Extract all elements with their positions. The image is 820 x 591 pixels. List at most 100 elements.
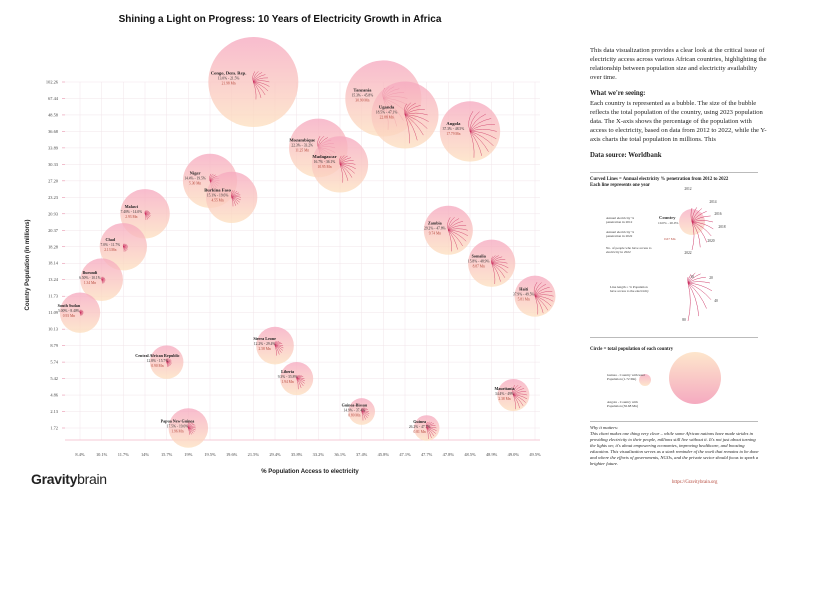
country-people: 2.13 Mn bbox=[104, 248, 116, 252]
year-line bbox=[253, 80, 270, 83]
year-line bbox=[231, 197, 236, 206]
year-line bbox=[513, 394, 526, 403]
legend-note-2012: Annual electricity % penetration in 2012 bbox=[606, 216, 635, 225]
year-line bbox=[339, 155, 348, 165]
y-tick-label: 23.23 bbox=[48, 195, 59, 200]
year-line bbox=[491, 261, 508, 264]
year-line bbox=[404, 112, 428, 116]
y-tick-label: 5.42 bbox=[50, 376, 58, 381]
legend-length-line bbox=[687, 282, 712, 300]
year-line bbox=[469, 111, 480, 132]
x-tick-label: 47.1% bbox=[399, 452, 411, 457]
legend-length-tick: 80 bbox=[682, 318, 686, 322]
year-line bbox=[339, 164, 349, 181]
axes: 8.4% 10.1% 11.7% 14% 15.7% 19% 19.5% 19.6% 21.5%… bbox=[46, 80, 541, 458]
x-tick-label: 35.8% bbox=[291, 452, 303, 457]
y-tick-label: 2.13 bbox=[50, 409, 58, 414]
legend-length-line bbox=[687, 282, 713, 291]
seeing-text: Each country is represented as a bubble.… bbox=[590, 100, 767, 143]
country-name: Haiti bbox=[519, 287, 529, 292]
description-panel: This data visualization provides a clear… bbox=[590, 46, 770, 161]
year-line bbox=[123, 246, 125, 252]
legend-length-line bbox=[687, 282, 699, 317]
x-tick-label: 48.5% bbox=[464, 452, 476, 457]
country-people: 5.30 Mn bbox=[189, 182, 201, 186]
x-tick-label: 49.0% bbox=[508, 452, 520, 457]
source-text: Data source: Worldbank bbox=[590, 152, 662, 159]
country-name: Burkina Faso bbox=[204, 187, 231, 192]
country-range: 6.50% - 10.1% bbox=[79, 276, 101, 280]
year-line bbox=[469, 131, 483, 156]
legend-length-line bbox=[687, 282, 691, 322]
year-line bbox=[253, 81, 257, 100]
year-line bbox=[404, 114, 429, 122]
country-people: 8.87 Mn bbox=[473, 264, 485, 268]
year-line bbox=[274, 345, 277, 356]
country-people: 11.25 Mn bbox=[295, 149, 309, 153]
y-tick-label: 30.33 bbox=[48, 162, 59, 167]
year-line bbox=[101, 279, 103, 284]
year-line bbox=[426, 427, 436, 434]
x-axis-label: % Population Access to electricity bbox=[261, 469, 359, 475]
year-line bbox=[534, 294, 554, 297]
year-line bbox=[166, 362, 168, 367]
x-tick-label: 19.6% bbox=[226, 452, 238, 457]
x-tick-label: 45.8% bbox=[378, 452, 390, 457]
country-range: 5.00% - 8.40% bbox=[58, 309, 80, 313]
country-people: 1.94 Mn bbox=[281, 380, 293, 384]
country-range: 14.9% - 37.4% bbox=[344, 408, 366, 412]
year-line bbox=[426, 427, 432, 439]
website-link[interactable]: https://Gravitybrain.org bbox=[672, 480, 718, 485]
legend-year-line bbox=[691, 208, 703, 223]
year-line bbox=[513, 386, 522, 396]
legend-big-example: Angola - Country with Population (36.68 … bbox=[607, 400, 638, 409]
x-tick-label: 14% bbox=[141, 452, 149, 457]
legend-small-circle bbox=[639, 374, 651, 386]
x-tick-label: 49.5% bbox=[529, 452, 541, 457]
year-line bbox=[339, 157, 351, 165]
country-people: 0.93 Mn bbox=[63, 314, 75, 318]
year-line bbox=[469, 113, 486, 132]
country-name: Niger bbox=[190, 171, 201, 176]
country-people: 4.55 Mn bbox=[211, 198, 223, 202]
country-people: 1.96 Mn bbox=[171, 429, 183, 433]
year-line bbox=[296, 378, 299, 390]
y-tick-label: 11.09 bbox=[48, 310, 59, 315]
year-line bbox=[361, 411, 366, 420]
country-people: 1.34 Mn bbox=[84, 281, 96, 285]
circle-legend: Circle = total population of each countr… bbox=[590, 343, 758, 422]
country-people: 0.80 Mn bbox=[348, 413, 360, 417]
country-range: 15.8% - 48.9% bbox=[468, 259, 490, 263]
country-name: Mozambique bbox=[289, 138, 315, 143]
year-line bbox=[491, 255, 499, 264]
country-range: 12.8% - 15.7% bbox=[147, 359, 169, 363]
logo-bold: Gravity bbox=[31, 471, 78, 487]
legend-length-line bbox=[687, 272, 696, 284]
x-tick-label: 36.1% bbox=[334, 452, 346, 457]
curved-legend-subtitle: Each line represents one year bbox=[590, 183, 651, 188]
year-line bbox=[253, 77, 268, 83]
year-line bbox=[296, 378, 302, 388]
year-line bbox=[231, 197, 239, 205]
year-line bbox=[491, 263, 501, 282]
year-line bbox=[448, 230, 452, 252]
country-people: 17.79 Mn bbox=[446, 132, 460, 136]
year-line bbox=[253, 74, 266, 83]
legend-length-tick: 40 bbox=[714, 299, 718, 303]
y-tick-label: 18.28 bbox=[48, 244, 59, 249]
curved-legend-title: Curved Lines = Annual electricity % pene… bbox=[590, 177, 729, 182]
legend-year-line bbox=[691, 220, 714, 223]
why-heading: Why it matters: bbox=[590, 425, 619, 430]
country-people: 2.58 Mn bbox=[259, 347, 271, 351]
legend-big-circle bbox=[669, 352, 721, 404]
y-tick-label: 27.20 bbox=[48, 178, 59, 183]
country-name: Mauritania bbox=[494, 386, 514, 391]
year-line bbox=[534, 286, 550, 297]
logo-light: brain bbox=[77, 471, 107, 487]
legend-length-tick: 10 bbox=[690, 275, 694, 279]
country-range: 15.3% - 45.8% bbox=[352, 93, 374, 97]
